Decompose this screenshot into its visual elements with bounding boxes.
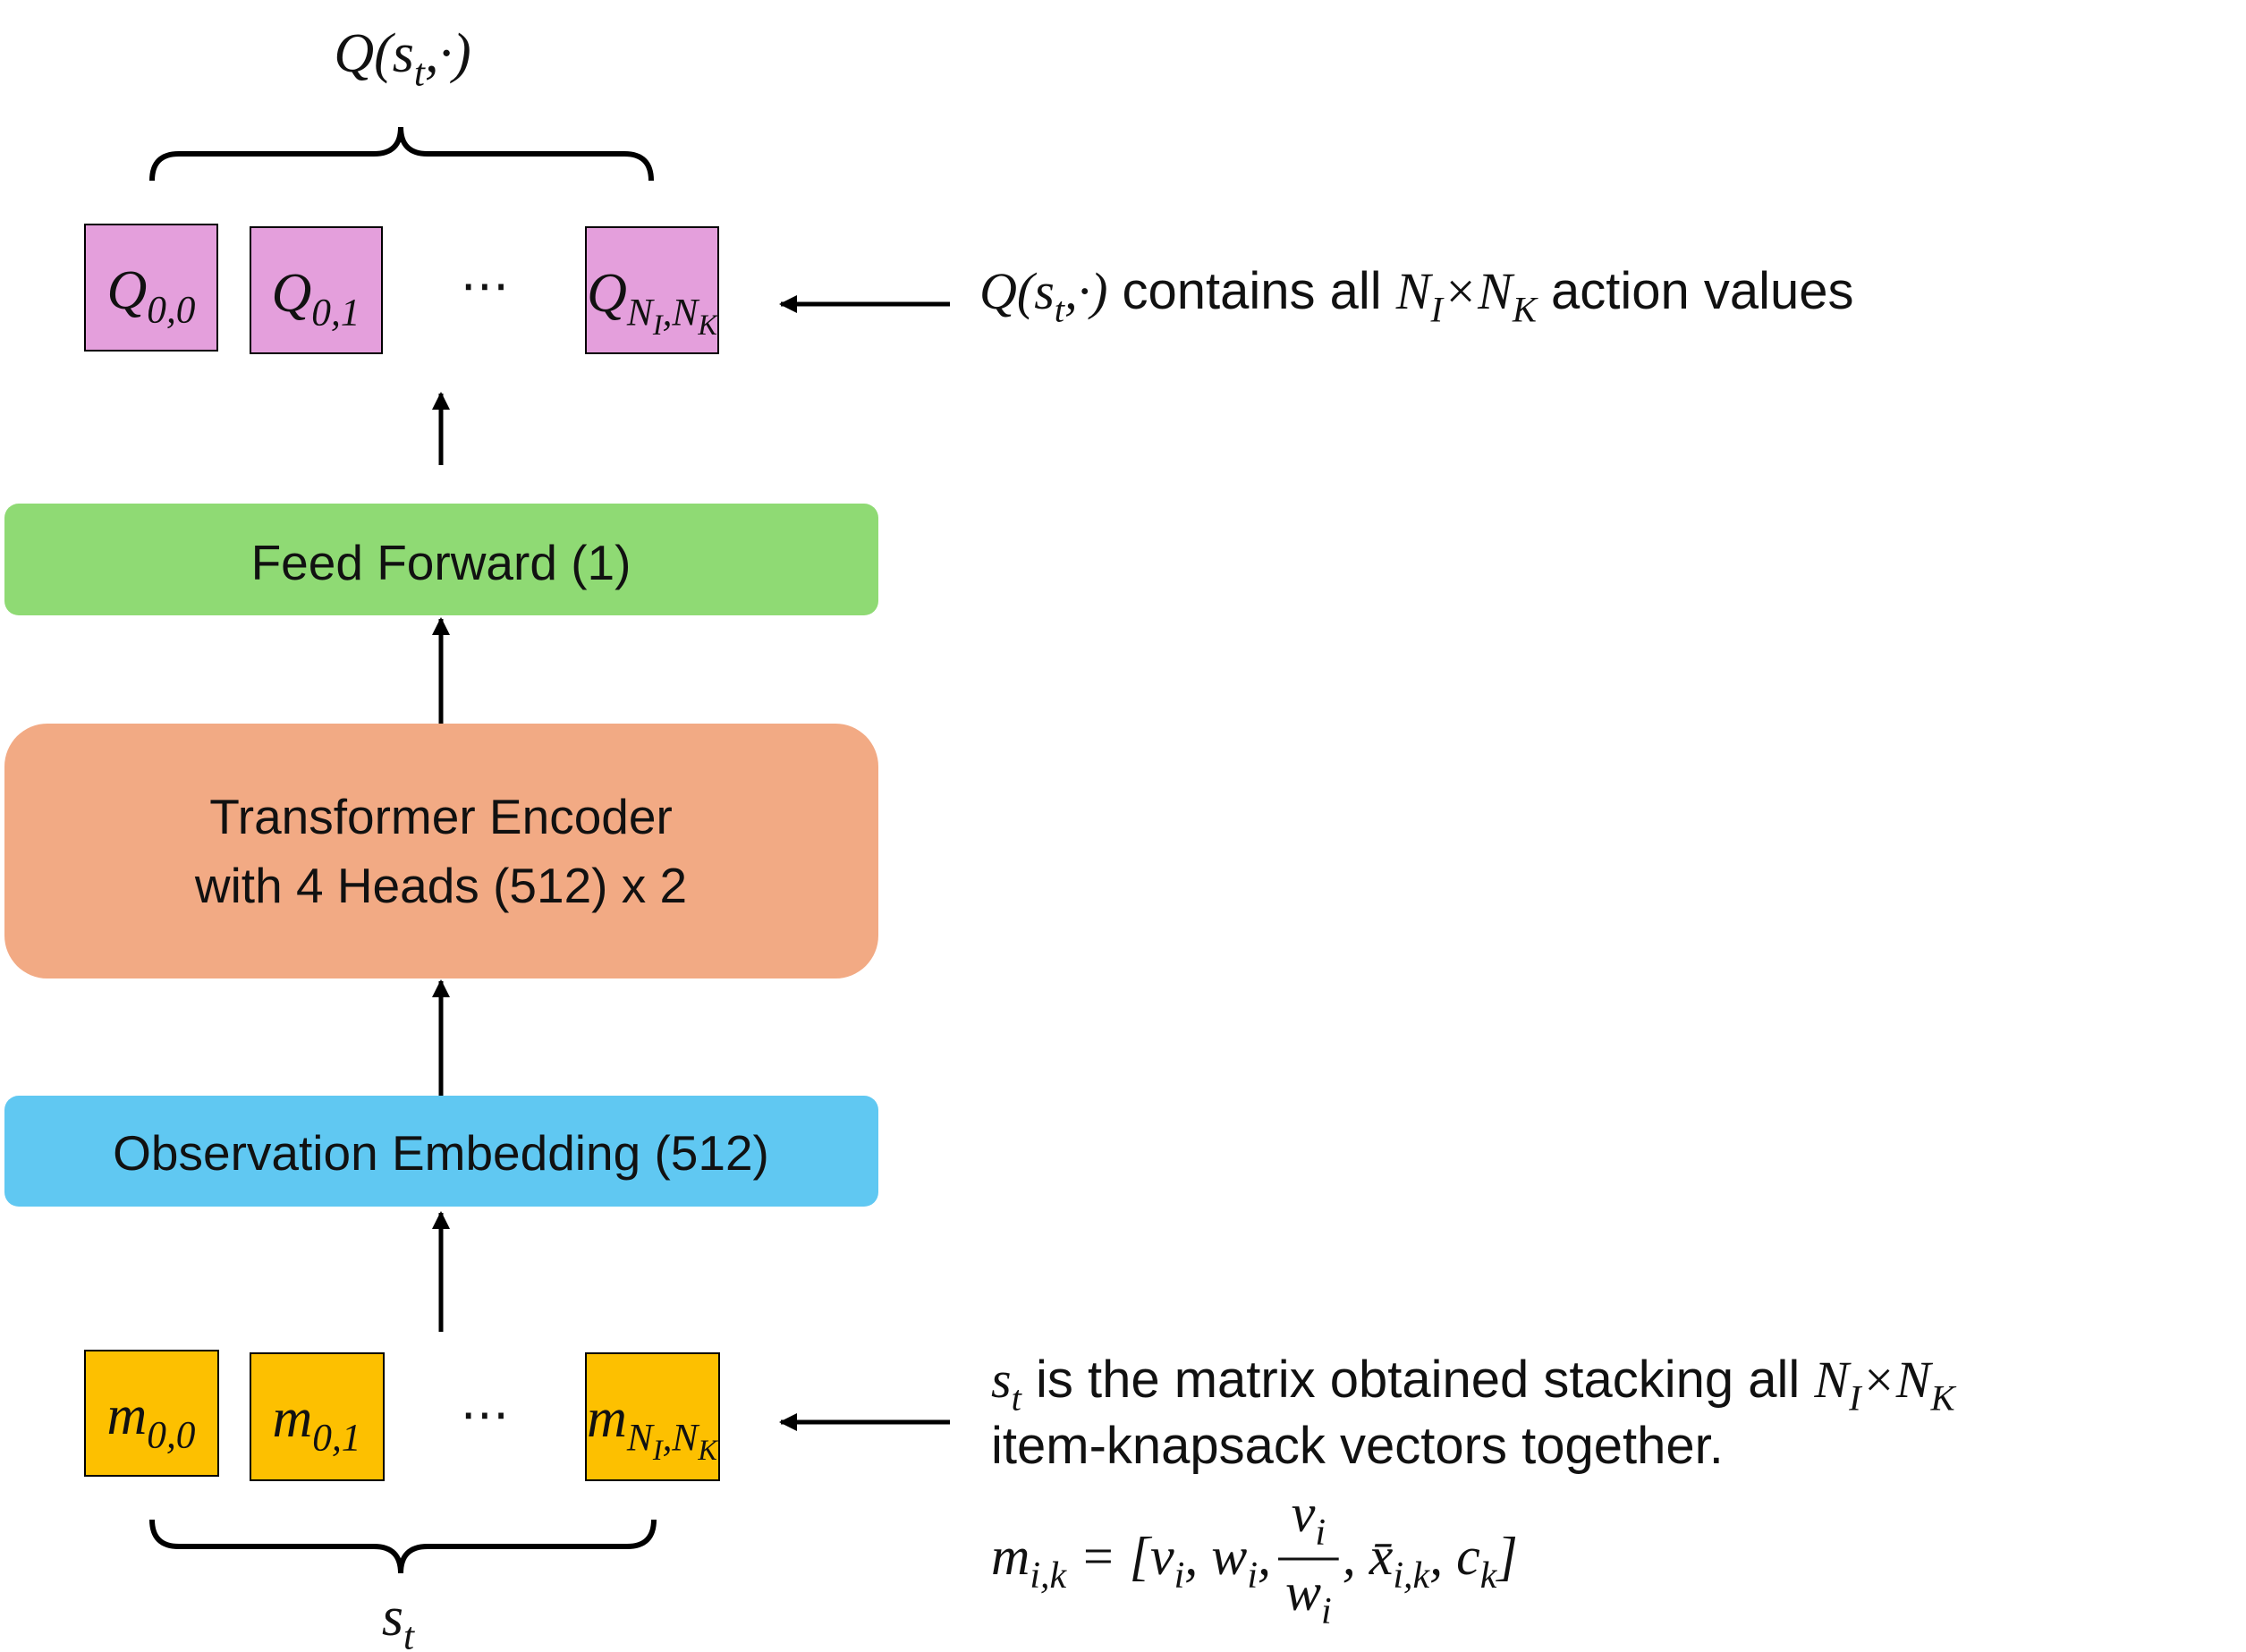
layer-label: Transformer Encoder <box>209 789 673 844</box>
layer-label: Observation Embedding (512) <box>113 1125 769 1181</box>
top-brace <box>149 126 654 182</box>
math-run: t <box>1012 1378 1023 1419</box>
math-run: s <box>991 1351 1012 1409</box>
math-run: i,k <box>1030 1555 1067 1597</box>
transformer-block <box>4 724 878 978</box>
fraction-denominator: wi <box>1285 1563 1332 1632</box>
math-run: I <box>1848 1378 1863 1419</box>
math-run: = [v <box>1066 1527 1174 1586</box>
text-run: action values <box>1537 262 1854 320</box>
math-run: i,k <box>1393 1555 1430 1597</box>
input-note: st is the matrix obtained stacking all N… <box>991 1351 1956 1419</box>
math-run: K <box>1512 290 1538 330</box>
math-run: , c <box>1429 1527 1480 1586</box>
q-label: Q0,0 <box>106 260 195 332</box>
output-note: Q(st,·) contains all NI×NK action values <box>979 262 1854 330</box>
embedding-block <box>4 1096 878 1207</box>
math-run: m <box>991 1527 1030 1586</box>
m-label: m0,0 <box>106 1385 195 1457</box>
math-run: N <box>1813 1351 1852 1409</box>
q-box <box>250 226 383 354</box>
formula-part: mi,k = [vi, wi, <box>991 1527 1271 1597</box>
m-box <box>250 1352 385 1481</box>
math-run: i <box>1321 1591 1332 1632</box>
layer-label: with 4 Heads (512) x 2 <box>194 858 687 913</box>
ellipsis: ⋯ <box>461 258 510 313</box>
math-run: t <box>414 52 426 95</box>
math-run: ] <box>1495 1527 1517 1586</box>
math-run: m <box>587 1388 627 1449</box>
math-run: Q <box>587 263 627 324</box>
math-run: , x̄ <box>1343 1527 1394 1586</box>
input-label: st <box>382 1587 415 1652</box>
m-label: mNI,NK <box>587 1388 718 1466</box>
math-run: w <box>1285 1563 1321 1622</box>
math-run: 0,0 <box>147 1414 196 1457</box>
math-run: N <box>626 292 655 335</box>
note-line: item-knapsack vectors together. <box>991 1417 1724 1475</box>
math-run: ,·) <box>425 23 471 84</box>
math-run: K <box>697 1434 718 1466</box>
math-run: N <box>626 1417 655 1460</box>
fraction-numerator: vi <box>1292 1484 1326 1554</box>
output-label: Q(st,·) <box>334 23 470 95</box>
math-run: Q(s <box>334 23 414 84</box>
text-run: is the matrix obtained stacking all <box>1021 1351 1815 1409</box>
q-label: QNI,NK <box>587 263 718 341</box>
q-label: Q0,1 <box>271 263 360 335</box>
formula-part: , x̄i,k, ck] <box>1343 1527 1518 1597</box>
m-box <box>585 1352 720 1481</box>
math-run: i <box>1247 1555 1258 1597</box>
text-run: contains all <box>1107 262 1395 320</box>
math-run: t <box>403 1615 415 1652</box>
math-run: i <box>1174 1555 1185 1597</box>
math-run: m <box>106 1385 147 1446</box>
math-run: , w <box>1184 1527 1247 1586</box>
math-run: ,·) <box>1064 262 1107 320</box>
math-run: i <box>1315 1512 1326 1554</box>
math-run: K <box>697 309 718 341</box>
math-run: 0,1 <box>311 292 360 335</box>
m-label: m0,1 <box>272 1388 360 1460</box>
math-run: 0,0 <box>147 289 196 332</box>
math-run: N <box>1395 262 1434 320</box>
bottom-brace <box>149 1519 657 1574</box>
q-box <box>84 224 218 352</box>
math-run: Q(s <box>979 262 1055 320</box>
math-run: I <box>1429 290 1445 330</box>
math-run: ,N <box>663 292 700 335</box>
math-run: m <box>272 1388 312 1449</box>
math-run: Q <box>106 260 147 321</box>
m-box <box>84 1350 219 1477</box>
math-run: v <box>1292 1484 1316 1543</box>
layer-label: Feed Forward (1) <box>251 535 631 590</box>
math-run: I <box>652 1434 664 1466</box>
math-run: 0,1 <box>312 1417 360 1460</box>
ellipsis: ⋯ <box>461 1386 510 1442</box>
math-run: ,N <box>663 1417 700 1460</box>
feed-forward-block <box>4 504 878 615</box>
q-box <box>585 226 719 354</box>
math-run: ×N <box>1861 1351 1934 1409</box>
math-run: I <box>652 309 664 341</box>
math-run: K <box>1929 1378 1956 1419</box>
math-run: t <box>1055 290 1066 330</box>
math-run: s <box>382 1587 403 1648</box>
math-run: k <box>1480 1555 1498 1597</box>
math-run: Q <box>271 263 311 324</box>
math-run: ×N <box>1443 262 1515 320</box>
math-run: , <box>1258 1527 1271 1586</box>
